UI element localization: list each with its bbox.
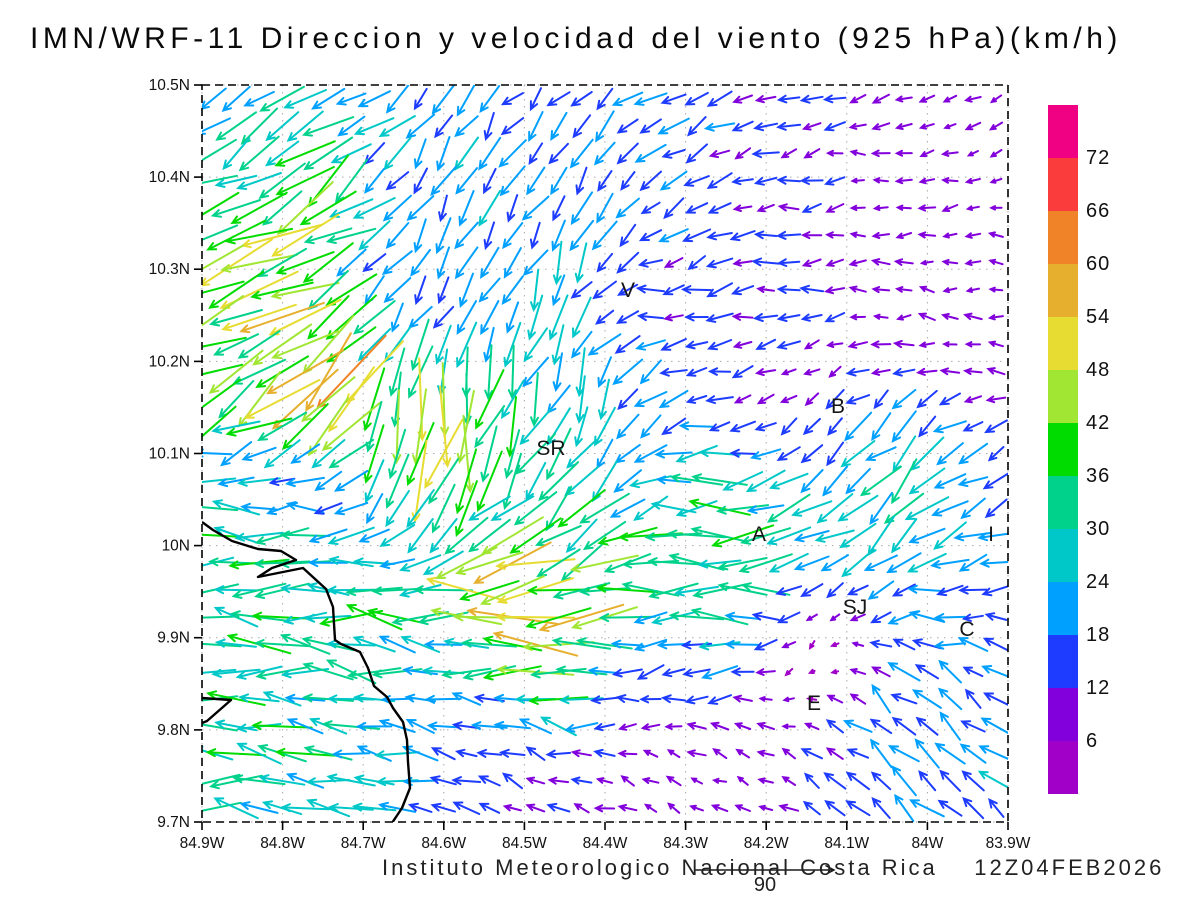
lon-axis-label: 84.9W: [180, 835, 225, 852]
footer-caption: Instituto Meteorologico Nacional Costa R…: [382, 855, 1164, 881]
map-label-E: E: [807, 692, 821, 715]
lon-axis-label: 84.8W: [260, 835, 305, 852]
colorbar-segment: [1048, 264, 1078, 317]
colorbar: [1048, 105, 1078, 794]
colorbar-label: 72: [1086, 147, 1111, 169]
colorbar-label: 36: [1086, 465, 1111, 487]
map-label-I: I: [988, 523, 994, 546]
wind-arrows: [202, 85, 1008, 822]
lon-axis-label: 84W: [911, 835, 943, 852]
colorbar-segment: [1048, 158, 1078, 211]
colorbar-segment: [1048, 370, 1078, 423]
lon-axis-label: 83.9W: [986, 835, 1031, 852]
colorbar-label: 60: [1086, 253, 1111, 275]
colorbar-label: 30: [1086, 518, 1111, 540]
chart-title: IMN/WRF-11 Direccion y velocidad del vie…: [30, 22, 1122, 55]
colorbar-segment: [1048, 529, 1078, 582]
map-label-C: C: [959, 618, 974, 641]
lon-axis-labels: 84.9W 84.8W 84.7W 84.6W 84.5W 84.4W 84.3W 84.2W…: [180, 835, 1031, 852]
colorbar-label: 66: [1086, 200, 1111, 222]
lat-axis-label: 9.8N: [157, 722, 190, 739]
city-labels: V B SR A SJ C E I: [536, 279, 994, 715]
colorbar-segment: [1048, 688, 1078, 741]
colorbar-label: 24: [1086, 571, 1111, 593]
colorbar-label: 12: [1086, 677, 1111, 699]
colorbar-segment: [1048, 211, 1078, 264]
institution-text: Instituto Meteorologico Nacional Costa R…: [382, 855, 938, 880]
colorbar-label: 48: [1086, 359, 1111, 381]
lon-axis-label: 84.6W: [421, 835, 466, 852]
map-label-B: B: [831, 395, 845, 418]
lon-axis-label: 84.4W: [583, 835, 628, 852]
lon-axis-label: 84.2W: [744, 835, 789, 852]
lat-axis-label: 10.1N: [149, 446, 190, 463]
colorbar-segment: [1048, 317, 1078, 370]
colorbar-segment: [1048, 105, 1078, 158]
colorbar-label: 54: [1086, 306, 1111, 328]
lat-axis-label: 10.4N: [149, 169, 190, 186]
lon-axis-label: 84.3W: [663, 835, 708, 852]
map-label-SR: SR: [536, 437, 565, 460]
lat-axis-label: 9.9N: [157, 630, 190, 647]
colorbar-segment: [1048, 635, 1078, 688]
colorbar-label: 18: [1086, 624, 1111, 646]
lon-axis-label: 84.1W: [824, 835, 869, 852]
axis-ticks: [194, 84, 1009, 830]
colorbar-label: 42: [1086, 412, 1111, 434]
lon-axis-label: 84.5W: [502, 835, 547, 852]
coastline: [202, 521, 412, 822]
map-label-SJ: SJ: [843, 596, 868, 619]
lat-axis-label: 10N: [162, 538, 190, 555]
map-label-A: A: [752, 523, 766, 546]
colorbar-segment: [1048, 741, 1078, 794]
lat-axis-label: 10.5N: [149, 77, 190, 94]
valid-datetime: 12Z04FEB2026: [974, 855, 1165, 880]
reference-arrow: [694, 864, 836, 876]
colorbar-segment: [1048, 423, 1078, 476]
lat-axis-label: 9.7N: [157, 814, 190, 831]
map-label-V: V: [621, 279, 635, 302]
colorbar-label: 6: [1086, 730, 1099, 752]
colorbar-segment: [1048, 476, 1078, 529]
colorbar-segment: [1048, 582, 1078, 635]
lon-axis-label: 84.7W: [341, 835, 386, 852]
lat-axis-label: 10.3N: [149, 261, 190, 278]
reference-arrow-label: 90: [753, 874, 777, 896]
lat-axis-label: 10.2N: [149, 353, 190, 370]
lat-axis-labels: 10.5N 10.4N 10.3N 10.2N 10.1N 10N 9.9N 9.8N 9.7N: [149, 77, 190, 831]
